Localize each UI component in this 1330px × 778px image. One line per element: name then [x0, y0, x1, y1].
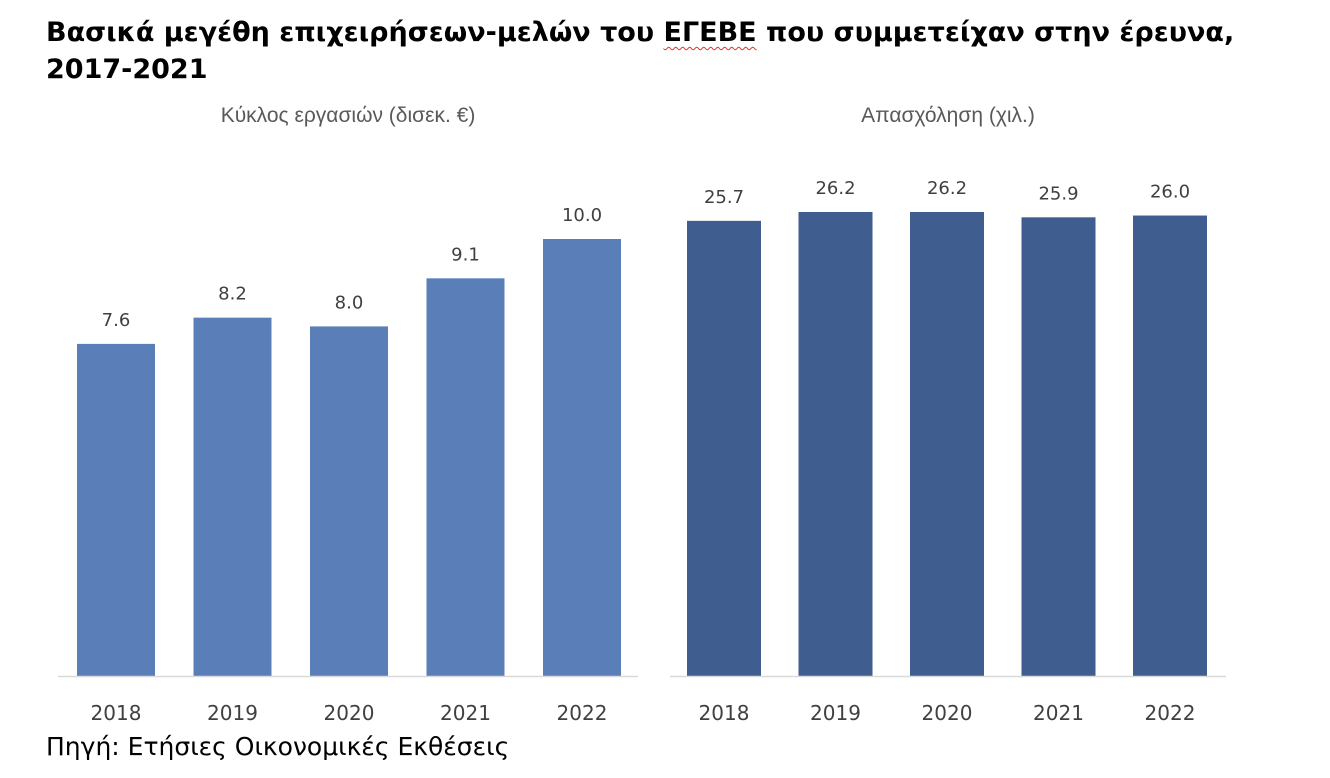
title-acronym: ΕΓΕΒΕ — [663, 17, 757, 48]
title-part-2: που συμμετείχαν στην έρευνα, — [756, 17, 1235, 48]
tick-label-2018: 2018 — [91, 701, 142, 725]
bar-2022 — [543, 239, 621, 676]
data-label-2020: 26.2 — [927, 178, 967, 199]
data-label-2021: 9.1 — [451, 244, 480, 265]
data-label-2022: 10.0 — [562, 205, 602, 226]
data-label-2022: 26.0 — [1150, 182, 1190, 203]
source-note: Πηγή: Ετήσιες Οικονομικές Εκθέσεις — [46, 732, 510, 761]
data-label-2020: 8.0 — [335, 292, 364, 313]
bar-2022 — [1133, 215, 1207, 676]
title-part-1: Βασικά μεγέθη επιχειρήσεων-μελών του — [46, 17, 664, 48]
bar-2021 — [426, 278, 505, 676]
bar-2019 — [193, 317, 272, 676]
employment-chart: Απασχόληση (χιλ.) 25.7 2018 26.2 2019 26.2 202… — [670, 104, 1226, 725]
chart-title: Κύκλος εργασιών (δισεκ. €) — [221, 104, 476, 127]
bar-2020 — [910, 212, 984, 676]
tick-label-2020: 2020 — [324, 701, 375, 725]
tick-label-2021: 2021 — [1033, 701, 1084, 725]
tick-label-2022: 2022 — [1145, 701, 1196, 725]
data-label-2019: 26.2 — [815, 178, 855, 199]
bar-2018 — [687, 220, 761, 676]
data-label-2021: 25.9 — [1038, 183, 1078, 204]
tick-label-2020: 2020 — [922, 701, 973, 725]
data-label-2018: 7.6 — [102, 310, 131, 331]
data-label-2019: 8.2 — [218, 284, 247, 305]
bar-2020 — [310, 326, 388, 676]
page-title: Βασικά μεγέθη επιχειρήσεων-μελών του ΕΓΕ… — [46, 14, 1306, 88]
chart-title: Απασχόληση (χιλ.) — [861, 104, 1035, 127]
tick-label-2021: 2021 — [440, 701, 491, 725]
bar-2018 — [77, 343, 155, 676]
bar-2019 — [798, 212, 873, 676]
tick-label-2019: 2019 — [207, 701, 258, 725]
tick-label-2022: 2022 — [557, 701, 608, 725]
title-line-2: 2017-2021 — [46, 54, 208, 85]
tick-label-2019: 2019 — [810, 701, 861, 725]
data-label-2018: 25.7 — [704, 187, 744, 208]
tick-label-2018: 2018 — [699, 701, 750, 725]
turnover-chart: Κύκλος εργασιών (δισεκ. €) 7.6 2018 8.2 2019… — [58, 104, 638, 725]
bar-2021 — [1021, 217, 1096, 676]
